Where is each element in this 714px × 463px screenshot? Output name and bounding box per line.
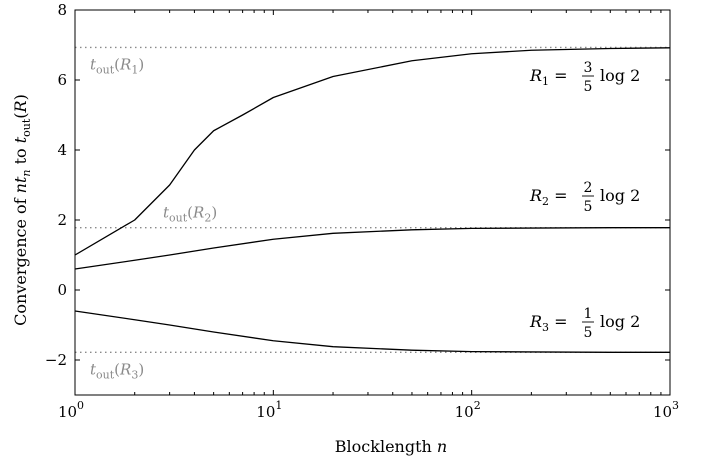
y-tick-label: 4: [57, 141, 67, 159]
fraction-numerator: 1: [584, 306, 593, 322]
series-labels: R1 = 3 5 log 2 R2 = 2 5 log 2 R3 = 1 5 log 2: [529, 60, 640, 341]
axes: [74, 9, 671, 396]
y-tick-label: 8: [57, 1, 67, 19]
x-axis-label: Blocklength n: [335, 437, 447, 456]
series-label-3: R3 = 1 5 log 2: [529, 306, 640, 341]
series-curves: [74, 47, 671, 353]
x-tick-label: 102: [455, 399, 481, 421]
series-label-1: R1 = 3 5 log 2: [529, 60, 640, 95]
svg-text:R2 =: R2 =: [529, 186, 568, 208]
series-line-3: [74, 310, 670, 353]
ticks: −2 0 2 4 6 8 100 101 102 103: [45, 1, 679, 421]
x-tick-label: 100: [58, 399, 84, 421]
svg-text:log 2: log 2: [600, 186, 640, 205]
x-tick-label: 103: [653, 399, 679, 421]
svg-text:log 2: log 2: [600, 312, 640, 331]
reference-label-1: tout(R1): [90, 55, 144, 76]
y-tick-label: 0: [57, 281, 67, 299]
y-tick-label: 6: [57, 71, 67, 89]
series-line-2: [74, 227, 670, 270]
svg-text:R3 =: R3 =: [529, 312, 568, 334]
plot-frame: [74, 9, 671, 396]
fraction-denominator: 5: [584, 325, 593, 341]
svg-text:R1 =: R1 =: [529, 66, 568, 88]
fraction-denominator: 5: [584, 199, 593, 215]
fraction-denominator: 5: [584, 79, 593, 95]
x-tick-label: 101: [256, 399, 282, 421]
y-axis-label: Convergence of ntn to tout(R): [11, 94, 33, 326]
svg-text:log 2: log 2: [600, 66, 640, 85]
reference-lines: [75, 46, 670, 353]
fraction-numerator: 3: [584, 60, 593, 76]
reference-label-2: tout(R2): [163, 204, 217, 225]
series-label-2: R2 = 2 5 log 2: [529, 180, 640, 215]
y-tick-label: −2: [45, 351, 67, 369]
reference-label-3: tout(R3): [90, 360, 144, 381]
y-tick-label: 2: [57, 211, 67, 229]
fraction-numerator: 2: [584, 180, 593, 196]
reference-labels: tout(R1) tout(R2) tout(R3): [90, 55, 217, 381]
series-line-1: [74, 47, 671, 256]
